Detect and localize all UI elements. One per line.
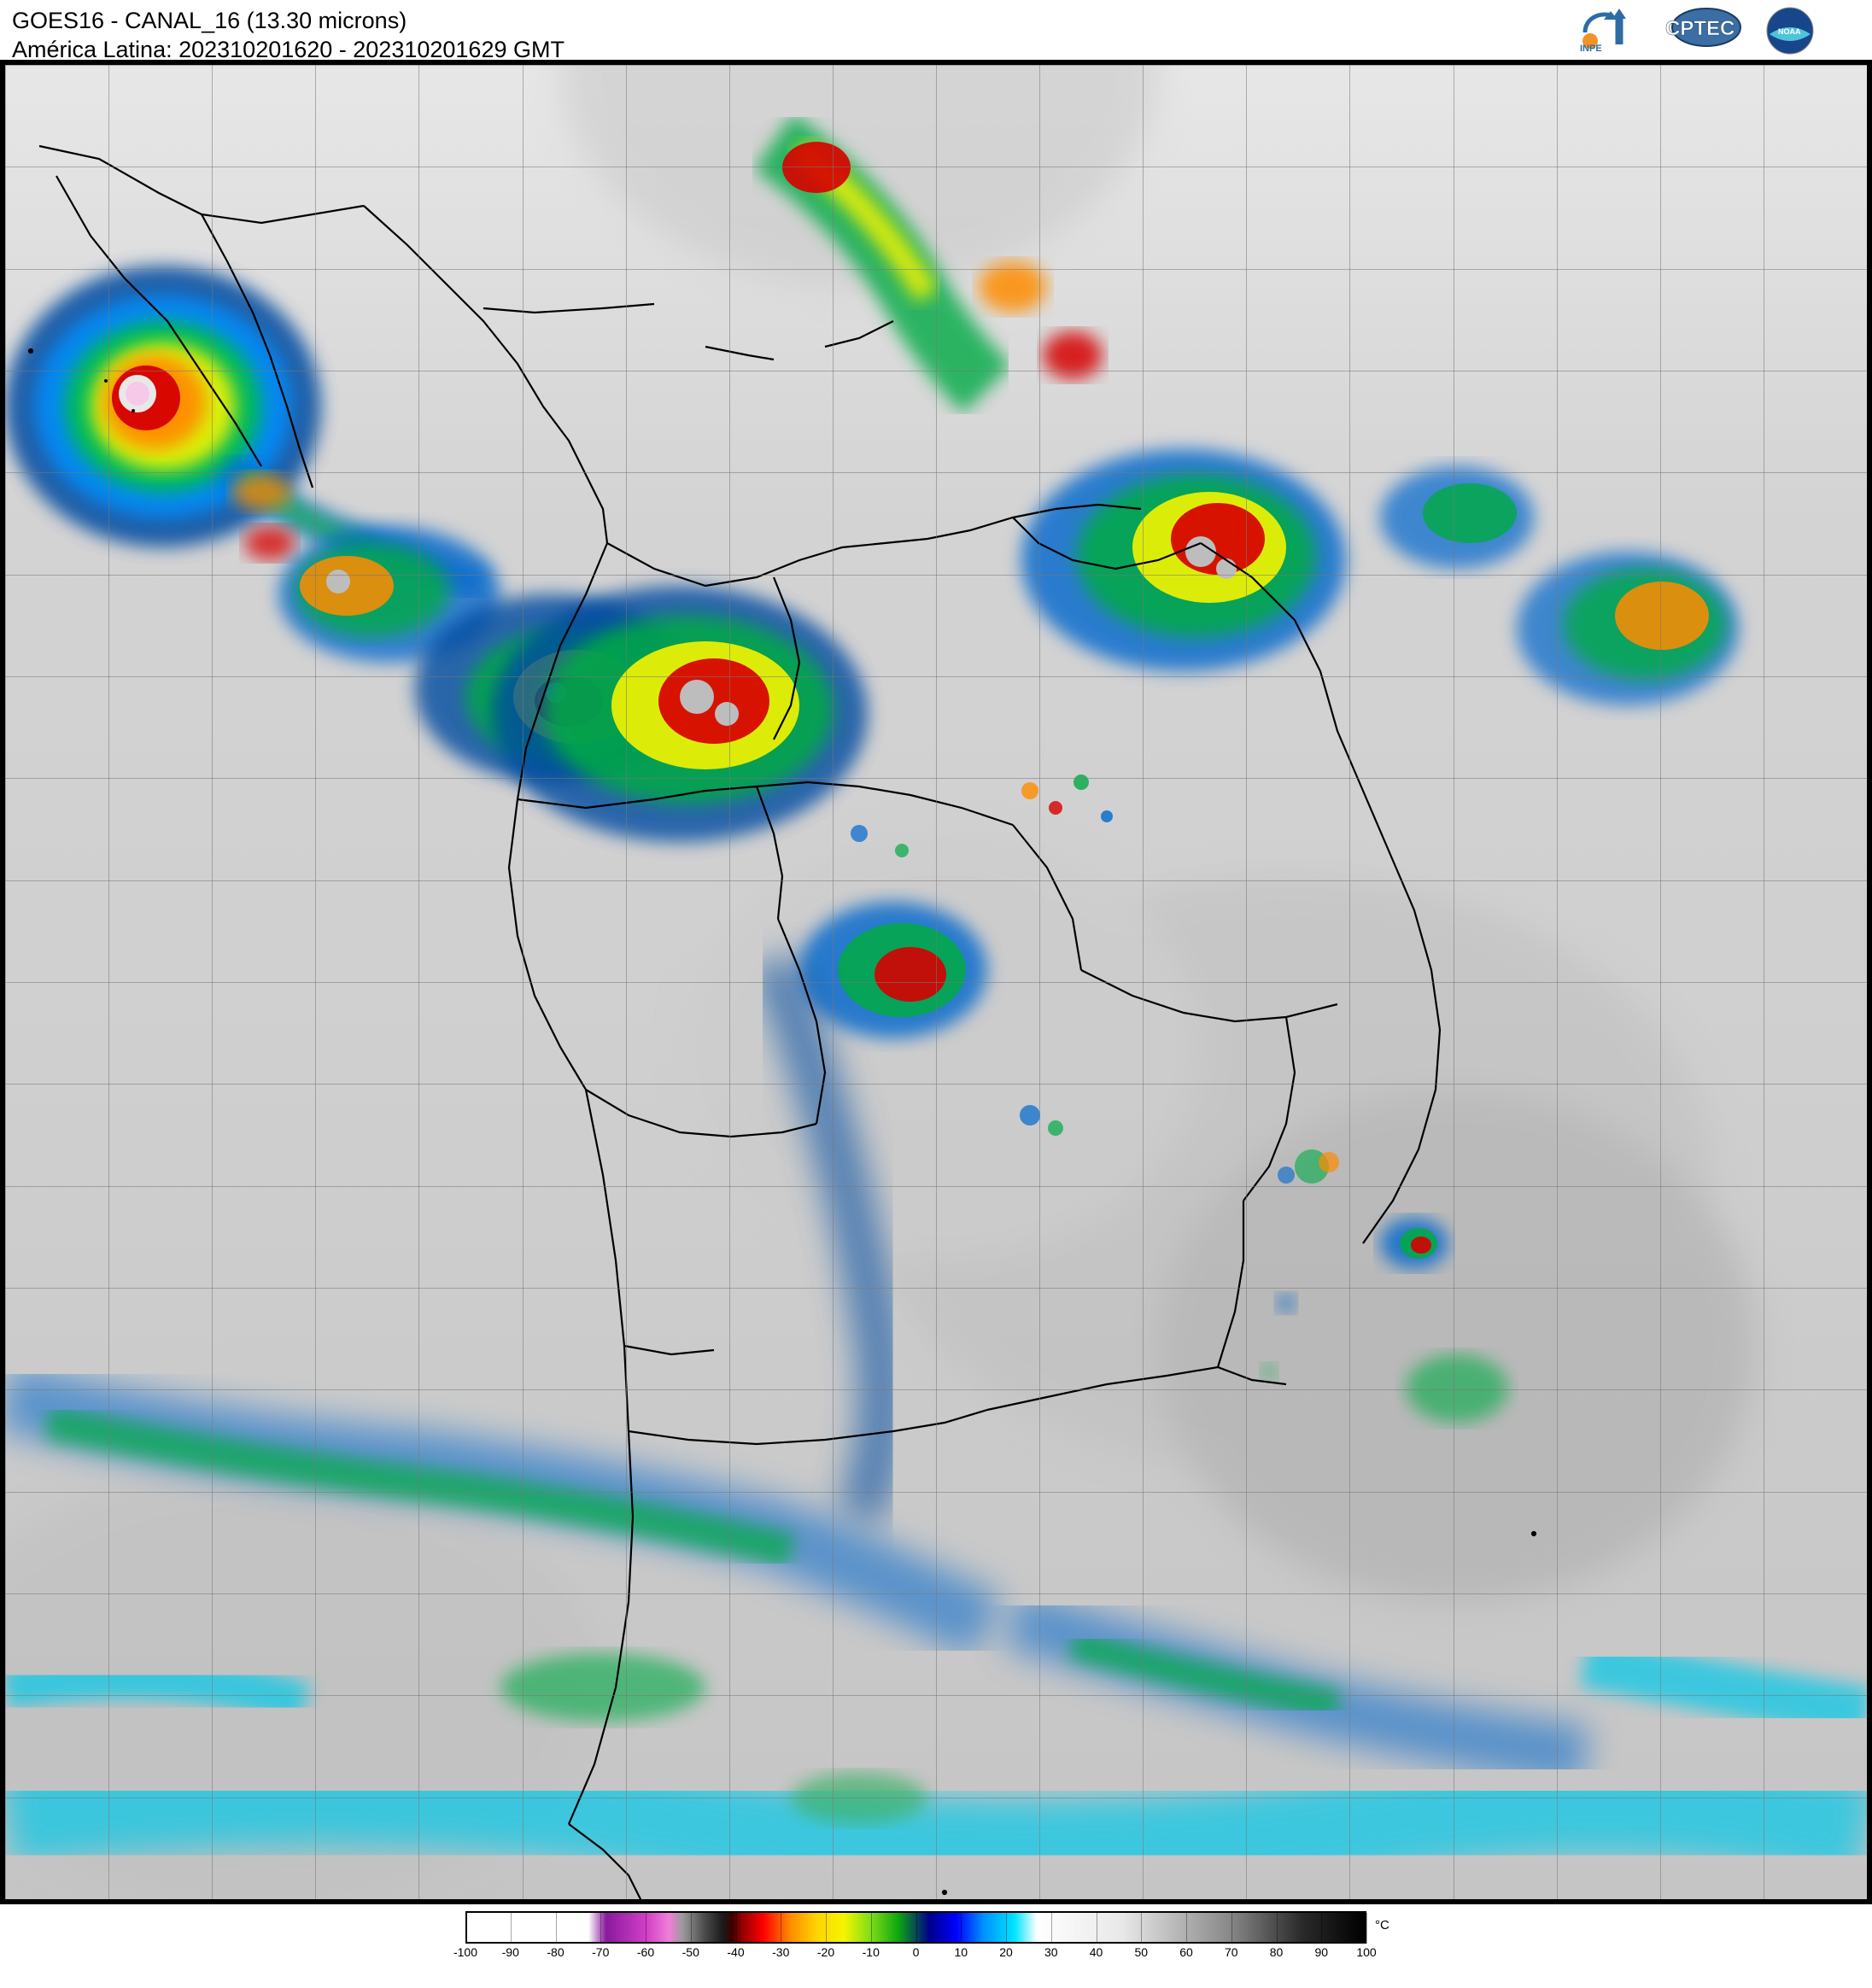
colorbar-tick-label: -30	[772, 1945, 789, 1959]
y-axis-tick-label: 5°S	[0, 873, 3, 887]
inpe-logo: INPE	[1578, 7, 1647, 55]
colorbar-tick-line	[871, 1913, 872, 1944]
colorbar-tick-label: -60	[637, 1945, 654, 1959]
svg-text:INPE: INPE	[1580, 44, 1602, 54]
satellite-map[interactable]: 35°N 30°N 25°N 20°N 15°N 10°N 5°N 0° 5°S 10°S 15°S…	[0, 60, 1872, 1904]
colorbar-tick-line	[511, 1913, 512, 1944]
y-axis-tick-label: 40°S	[0, 1587, 3, 1601]
gridline-horizontal	[5, 65, 1867, 66]
colorbar-tick-line	[736, 1913, 737, 1944]
colorbar-tick-label: 0	[913, 1945, 920, 1959]
colorbar-tick-label: 30	[1044, 1945, 1058, 1959]
gridline-horizontal	[5, 1593, 1867, 1594]
colorbar-tick-line	[600, 1913, 601, 1944]
header-bar: GOES16 - CANAL_16 (13.30 microns) Améric…	[0, 0, 1872, 60]
colorbar-tick-label: 90	[1314, 1945, 1328, 1959]
colorbar-tick-label: -10	[863, 1945, 880, 1959]
y-axis-tick-label: 5°N	[0, 669, 3, 684]
y-axis-tick-label: 0°	[0, 771, 3, 786]
colorbar-tick-label: 80	[1270, 1945, 1284, 1959]
satellite-imagery: 35°N30°N25°N20°N15°N10°N5°N0°5°S10°S15°S…	[5, 65, 1867, 1899]
colorbar-tick-label: 60	[1179, 1945, 1193, 1959]
colorbar-tick-line	[1231, 1913, 1232, 1944]
colorbar-tick-line	[1141, 1913, 1142, 1944]
y-axis-tick-label: 45°S	[0, 1688, 3, 1703]
colorbar-tick-line	[1321, 1913, 1322, 1944]
svg-text:CPTEC: CPTEC	[1665, 17, 1735, 40]
gridline-horizontal	[5, 1492, 1867, 1493]
gridline-horizontal	[5, 880, 1867, 881]
y-axis-tick-label: 10°N	[0, 567, 3, 582]
colorbar-tick-line	[1277, 1913, 1278, 1944]
gridline-horizontal	[5, 1186, 1867, 1187]
agency-logos: INPE CPTEC NOAA	[1578, 5, 1860, 56]
y-axis-tick-label: 35°S	[0, 1484, 3, 1499]
colorbar-tick-label: 40	[1090, 1945, 1103, 1959]
colorbar-tick-label: -40	[727, 1945, 744, 1959]
colorbar-tick-label: 70	[1225, 1945, 1238, 1959]
colorbar-tick-label: 50	[1134, 1945, 1148, 1959]
colorbar-tick-label: 20	[999, 1945, 1013, 1959]
y-axis-tick-label: 55°S	[0, 1892, 3, 1905]
colorbar-tick-label: -100	[453, 1945, 477, 1959]
colorbar-tick-line	[826, 1913, 827, 1944]
gridline-vertical	[1867, 65, 1868, 1899]
colorbar-tick-line	[1366, 1913, 1367, 1944]
colorbar-tick-line	[556, 1913, 557, 1944]
cptec-logo: CPTEC	[1655, 7, 1758, 55]
title-block: GOES16 - CANAL_16 (13.30 microns) Améric…	[12, 7, 565, 65]
y-axis-tick-label: 15°N	[0, 465, 3, 480]
colorbar-tick-line	[1186, 1913, 1187, 1944]
gridline-horizontal	[5, 269, 1867, 270]
colorbar-tick-line	[961, 1913, 962, 1944]
gridline-horizontal	[5, 1899, 1867, 1900]
color-scale-bar[interactable]: -100 -90 -80 -70 -60 -50 -40 -30 -20 -10 0 10 20 30 40…	[465, 1911, 1401, 1962]
y-axis-tick-label: 20°N	[0, 364, 3, 378]
colorbar-tick-label: -20	[817, 1945, 834, 1959]
color-scale-unit-label: °C	[1375, 1918, 1389, 1932]
noaa-logo: NOAA	[1766, 7, 1814, 55]
gridline-horizontal	[5, 676, 1867, 677]
y-axis-tick-label: 35°N	[0, 60, 3, 73]
gridline-horizontal	[5, 1695, 1867, 1696]
gridline-horizontal	[5, 472, 1867, 473]
y-axis-tick-label: 15°S	[0, 1077, 3, 1091]
colorbar-tick-line	[691, 1913, 692, 1944]
y-axis-tick-label: 25°N	[0, 261, 3, 276]
colorbar-tick-line	[916, 1913, 917, 1944]
colorbar-tick-line	[1006, 1913, 1007, 1944]
y-axis-tick-label: 25°S	[0, 1281, 3, 1295]
colorbar-tick-label: -80	[547, 1945, 564, 1959]
gridline-horizontal	[5, 778, 1867, 779]
svg-text:NOAA: NOAA	[1778, 27, 1801, 36]
y-axis-tick-label: 50°S	[0, 1790, 3, 1804]
y-axis-tick-label: 20°S	[0, 1178, 3, 1193]
colorbar-tick-label: -90	[502, 1945, 519, 1959]
y-axis-tick-label: 10°S	[0, 975, 3, 990]
colorbar-tick-label: -50	[682, 1945, 699, 1959]
colorbar-tick-line	[465, 1913, 466, 1944]
gridline-horizontal	[5, 1389, 1867, 1390]
header-line1: GOES16 - CANAL_16 (13.30 microns)	[12, 7, 565, 36]
gridline-horizontal	[5, 982, 1867, 983]
colorbar-tick-label: 100	[1356, 1945, 1376, 1959]
gridline-horizontal	[5, 575, 1867, 576]
colorbar-tick-label: -70	[592, 1945, 609, 1959]
y-axis-tick-label: 30°N	[0, 160, 3, 174]
y-axis-tick-label: 30°S	[0, 1383, 3, 1397]
colorbar-tick-label: 10	[954, 1945, 968, 1959]
gridline-horizontal	[5, 1084, 1867, 1085]
colorbar-tick-line	[1051, 1913, 1052, 1944]
gridline-horizontal	[5, 1288, 1867, 1289]
